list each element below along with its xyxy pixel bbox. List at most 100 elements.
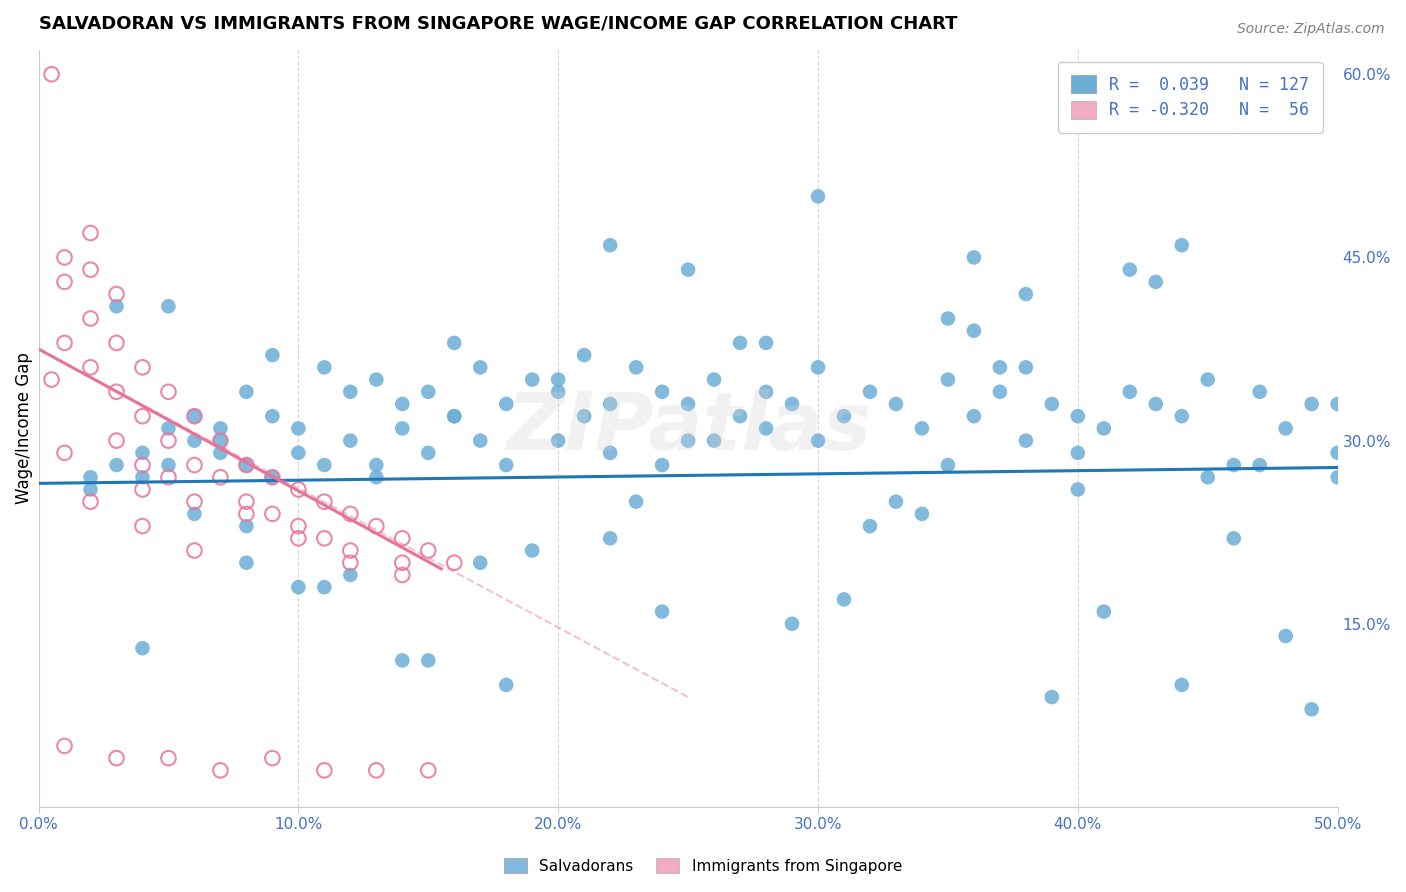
Point	[599, 238, 621, 252]
Point	[470, 434, 492, 448]
Point	[418, 446, 440, 460]
Text: ZIPatlas: ZIPatlas	[506, 390, 870, 467]
Point	[79, 360, 101, 375]
Point	[262, 470, 284, 484]
Point	[262, 348, 284, 362]
Point	[418, 384, 440, 399]
Point	[988, 360, 1011, 375]
Point	[183, 543, 205, 558]
Point	[963, 251, 986, 265]
Point	[1249, 458, 1271, 472]
Point	[651, 458, 673, 472]
Point	[963, 409, 986, 424]
Point	[235, 458, 257, 472]
Point	[911, 507, 934, 521]
Point	[183, 494, 205, 508]
Point	[262, 507, 284, 521]
Point	[1301, 702, 1323, 716]
Point	[572, 409, 595, 424]
Point	[183, 434, 205, 448]
Point	[209, 421, 232, 435]
Point	[807, 360, 830, 375]
Point	[339, 556, 361, 570]
Point	[599, 446, 621, 460]
Point	[105, 384, 128, 399]
Point	[131, 360, 153, 375]
Point	[1326, 397, 1348, 411]
Point	[676, 397, 699, 411]
Point	[676, 262, 699, 277]
Point	[1092, 421, 1115, 435]
Point	[728, 409, 751, 424]
Point	[105, 751, 128, 765]
Point	[209, 446, 232, 460]
Point	[235, 494, 257, 508]
Point	[703, 434, 725, 448]
Point	[79, 470, 101, 484]
Point	[157, 470, 180, 484]
Point	[105, 458, 128, 472]
Point	[470, 556, 492, 570]
Point	[79, 494, 101, 508]
Point	[859, 519, 882, 533]
Point	[1274, 421, 1296, 435]
Point	[936, 311, 959, 326]
Point	[443, 556, 465, 570]
Point	[235, 507, 257, 521]
Point	[53, 275, 76, 289]
Point	[859, 384, 882, 399]
Point	[443, 409, 465, 424]
Point	[1119, 384, 1142, 399]
Point	[1197, 373, 1219, 387]
Point	[522, 543, 544, 558]
Point	[651, 384, 673, 399]
Point	[470, 360, 492, 375]
Point	[183, 409, 205, 424]
Point	[131, 483, 153, 497]
Point	[1249, 384, 1271, 399]
Point	[755, 384, 778, 399]
Point	[391, 531, 413, 545]
Point	[391, 568, 413, 582]
Point	[131, 470, 153, 484]
Point	[53, 335, 76, 350]
Point	[339, 434, 361, 448]
Point	[131, 446, 153, 460]
Point	[157, 458, 180, 472]
Point	[157, 421, 180, 435]
Point	[366, 470, 388, 484]
Point	[131, 409, 153, 424]
Point	[651, 605, 673, 619]
Point	[832, 592, 855, 607]
Point	[1171, 678, 1194, 692]
Point	[884, 397, 907, 411]
Text: SALVADORAN VS IMMIGRANTS FROM SINGAPORE WAGE/INCOME GAP CORRELATION CHART: SALVADORAN VS IMMIGRANTS FROM SINGAPORE …	[38, 15, 957, 33]
Point	[391, 421, 413, 435]
Point	[339, 507, 361, 521]
Point	[1067, 446, 1090, 460]
Point	[105, 434, 128, 448]
Point	[1067, 483, 1090, 497]
Point	[209, 470, 232, 484]
Point	[391, 397, 413, 411]
Legend: R =  0.039   N = 127, R = -0.320   N =  56: R = 0.039 N = 127, R = -0.320 N = 56	[1057, 62, 1323, 133]
Point	[209, 764, 232, 778]
Point	[287, 421, 309, 435]
Point	[884, 494, 907, 508]
Point	[1040, 690, 1063, 704]
Legend: Salvadorans, Immigrants from Singapore: Salvadorans, Immigrants from Singapore	[498, 852, 908, 880]
Point	[599, 531, 621, 545]
Point	[366, 458, 388, 472]
Point	[599, 397, 621, 411]
Point	[105, 287, 128, 301]
Text: Source: ZipAtlas.com: Source: ZipAtlas.com	[1237, 22, 1385, 37]
Point	[183, 458, 205, 472]
Point	[262, 470, 284, 484]
Point	[1092, 605, 1115, 619]
Point	[79, 311, 101, 326]
Point	[1274, 629, 1296, 643]
Point	[1119, 262, 1142, 277]
Point	[728, 335, 751, 350]
Point	[936, 458, 959, 472]
Point	[443, 409, 465, 424]
